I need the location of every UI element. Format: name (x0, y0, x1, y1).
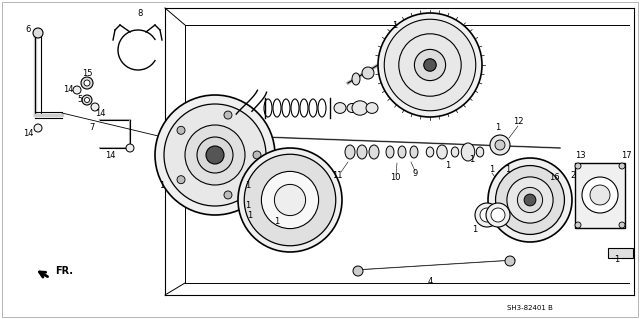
Text: 9: 9 (412, 169, 418, 179)
Text: 1: 1 (490, 166, 495, 174)
Circle shape (73, 86, 81, 94)
Text: 13: 13 (575, 151, 586, 160)
Text: 10: 10 (390, 174, 400, 182)
Ellipse shape (366, 103, 378, 113)
Circle shape (362, 67, 374, 79)
Circle shape (244, 154, 336, 246)
Ellipse shape (345, 145, 355, 159)
Text: 16: 16 (548, 174, 559, 182)
Ellipse shape (357, 145, 367, 159)
Text: 1: 1 (469, 155, 475, 165)
Text: 1: 1 (245, 201, 251, 210)
Circle shape (480, 208, 494, 222)
Circle shape (224, 191, 232, 199)
Text: 1: 1 (275, 218, 280, 226)
Ellipse shape (410, 146, 418, 158)
Text: 1: 1 (159, 181, 164, 189)
Text: 1: 1 (472, 226, 477, 234)
Circle shape (253, 151, 261, 159)
Text: 7: 7 (90, 123, 95, 132)
Ellipse shape (386, 146, 394, 158)
Circle shape (84, 98, 90, 102)
Text: SH3-82401 B: SH3-82401 B (507, 305, 553, 311)
Circle shape (384, 19, 476, 111)
Circle shape (378, 13, 482, 117)
Circle shape (185, 125, 245, 185)
Circle shape (575, 222, 581, 228)
Ellipse shape (398, 146, 406, 158)
Circle shape (34, 124, 42, 132)
Text: 1: 1 (614, 256, 620, 264)
Text: FR.: FR. (55, 266, 73, 276)
Circle shape (486, 203, 510, 227)
Ellipse shape (352, 101, 368, 115)
Ellipse shape (347, 103, 357, 113)
Circle shape (424, 59, 436, 71)
Text: 1: 1 (392, 20, 397, 29)
Circle shape (206, 146, 224, 164)
Circle shape (475, 203, 499, 227)
Text: 1: 1 (506, 166, 511, 174)
Circle shape (517, 187, 543, 212)
Circle shape (126, 144, 134, 152)
Circle shape (197, 137, 233, 173)
Ellipse shape (461, 143, 475, 161)
Text: 1: 1 (445, 160, 451, 169)
Circle shape (415, 49, 445, 81)
Text: 1: 1 (245, 181, 251, 189)
Ellipse shape (426, 147, 434, 157)
Ellipse shape (334, 103, 346, 113)
Ellipse shape (352, 73, 360, 85)
Circle shape (224, 111, 232, 119)
Text: 11: 11 (332, 170, 342, 180)
Circle shape (488, 158, 572, 242)
Ellipse shape (436, 145, 447, 159)
Ellipse shape (369, 145, 379, 159)
Text: 4: 4 (428, 278, 433, 286)
Text: 1: 1 (248, 211, 253, 219)
Text: 8: 8 (138, 10, 143, 19)
Circle shape (275, 184, 306, 216)
Circle shape (91, 103, 99, 111)
Circle shape (491, 208, 505, 222)
Circle shape (353, 266, 363, 276)
Circle shape (590, 185, 610, 205)
Text: 17: 17 (621, 151, 631, 160)
Circle shape (261, 171, 319, 229)
Ellipse shape (476, 147, 484, 157)
Text: 14: 14 (23, 129, 33, 137)
Circle shape (582, 177, 618, 213)
Circle shape (84, 80, 90, 86)
Circle shape (619, 163, 625, 169)
Text: 14: 14 (63, 85, 73, 94)
Text: 2: 2 (570, 170, 575, 180)
Text: 15: 15 (82, 69, 92, 78)
Bar (608, 248, 633, 258)
Bar (575, 163, 625, 228)
Circle shape (82, 95, 92, 105)
Text: 12: 12 (513, 117, 524, 127)
Circle shape (505, 256, 515, 266)
Circle shape (81, 77, 93, 89)
Circle shape (495, 166, 564, 234)
Text: 6: 6 (26, 26, 31, 34)
Circle shape (155, 95, 275, 215)
Circle shape (619, 222, 625, 228)
Circle shape (177, 126, 185, 134)
Text: 5: 5 (77, 95, 83, 105)
Circle shape (575, 163, 581, 169)
Circle shape (495, 140, 505, 150)
Text: 14: 14 (95, 108, 105, 117)
Circle shape (238, 148, 342, 252)
Circle shape (399, 34, 461, 96)
Circle shape (507, 177, 553, 223)
Text: 14: 14 (105, 151, 115, 160)
Circle shape (164, 104, 266, 206)
Ellipse shape (451, 147, 459, 157)
Circle shape (177, 176, 185, 184)
Circle shape (33, 28, 43, 38)
Text: 1: 1 (495, 123, 500, 132)
Circle shape (490, 135, 510, 155)
Circle shape (524, 194, 536, 206)
